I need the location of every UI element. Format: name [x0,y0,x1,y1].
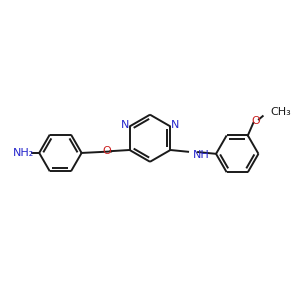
Text: O: O [251,116,260,126]
Text: N: N [121,120,129,130]
Text: CH₃: CH₃ [271,107,291,117]
Text: N: N [171,120,179,130]
Text: NH: NH [193,150,210,160]
Text: NH₂: NH₂ [12,148,34,158]
Text: O: O [103,146,112,157]
